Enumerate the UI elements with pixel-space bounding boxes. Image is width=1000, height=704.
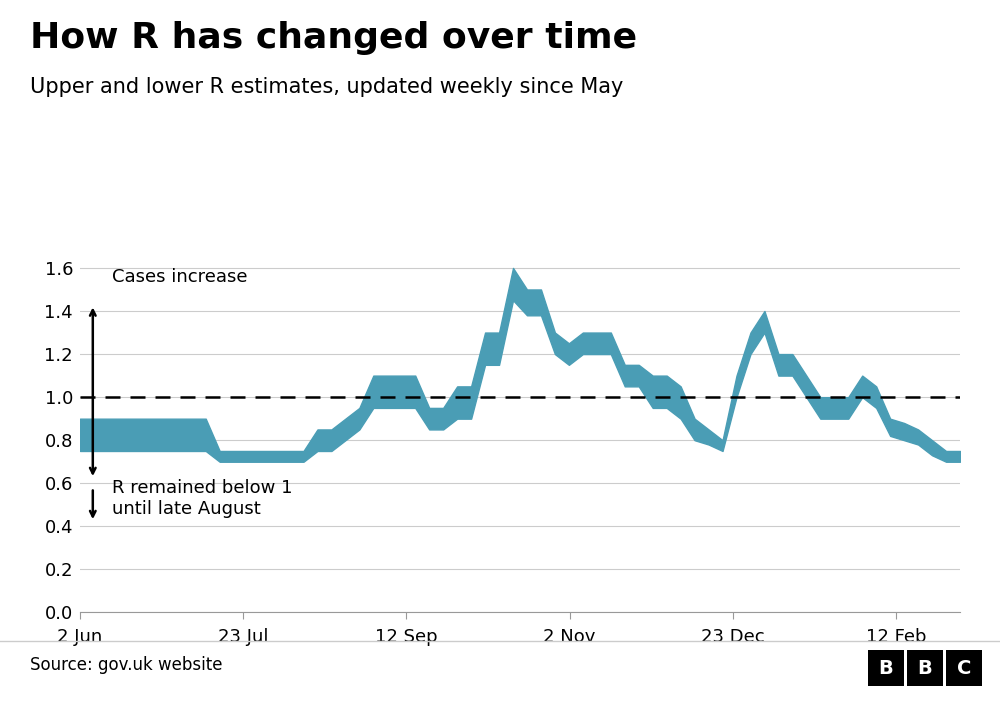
Text: B: B [918, 659, 932, 677]
Text: Cases increase: Cases increase [112, 268, 248, 286]
Text: B: B [879, 659, 893, 677]
Text: Source: gov.uk website: Source: gov.uk website [30, 656, 222, 674]
Text: C: C [957, 659, 971, 677]
Text: Upper and lower R estimates, updated weekly since May: Upper and lower R estimates, updated wee… [30, 77, 623, 97]
Text: R remained below 1
until late August: R remained below 1 until late August [112, 479, 292, 517]
Text: How R has changed over time: How R has changed over time [30, 21, 637, 55]
